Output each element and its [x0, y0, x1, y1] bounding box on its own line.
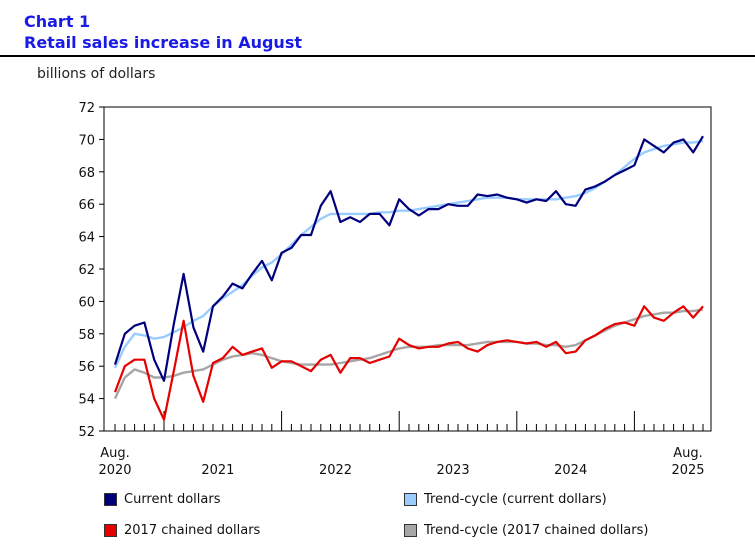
legend-swatch-trend-current [404, 493, 417, 506]
legend-item-current-dollars: Current dollars [104, 492, 220, 507]
x-label-start-year: 2020 [98, 463, 131, 478]
legend-item-trend-current: Trend-cycle (current dollars) [404, 492, 607, 507]
legend-label: 2017 chained dollars [124, 523, 261, 538]
series-line-2 [113, 305, 704, 421]
legend-label: Trend-cycle (current dollars) [424, 492, 607, 507]
legend-swatch-current-dollars [104, 493, 117, 506]
y-tick-label: 68 [78, 166, 95, 181]
y-tick-label: 56 [78, 360, 95, 375]
header-rule [0, 55, 755, 57]
legend-label: Current dollars [124, 492, 221, 507]
legend-label: Trend-cycle (2017 chained dollars) [424, 523, 649, 538]
x-label-end-month: Aug. [673, 446, 703, 461]
legend-swatch-chained-dollars [104, 524, 117, 537]
x-label-start-month: Aug. [100, 446, 130, 461]
y-tick-label: 58 [78, 328, 95, 343]
chart-number: Chart 1 [24, 12, 91, 31]
series-line-3 [113, 308, 704, 400]
x-label-year: 2024 [554, 463, 587, 478]
x-label-year: 2022 [319, 463, 352, 478]
y-axis-unit-label: billions of dollars [37, 66, 156, 82]
legend-item-chained-dollars: 2017 chained dollars [104, 523, 260, 538]
legend-item-trend-chained: Trend-cycle (2017 chained dollars) [404, 523, 648, 538]
x-label-year: 2021 [201, 463, 234, 478]
x-label-year: 2023 [437, 463, 470, 478]
x-label-end-year: 2025 [671, 463, 704, 478]
series-line-0 [113, 135, 704, 382]
y-tick-label: 54 [78, 393, 95, 408]
legend-swatch-trend-chained [404, 524, 417, 537]
y-tick-label: 60 [78, 295, 95, 310]
y-tick-label: 64 [78, 231, 95, 246]
y-tick-label: 70 [78, 133, 95, 148]
y-tick-label: 72 [78, 101, 95, 116]
y-tick-label: 52 [78, 425, 95, 440]
chart-title: Retail sales increase in August [24, 33, 302, 52]
y-tick-label: 66 [78, 198, 95, 213]
chart-header: Chart 1 Retail sales increase in August [24, 11, 302, 53]
y-tick-label: 62 [78, 263, 95, 278]
